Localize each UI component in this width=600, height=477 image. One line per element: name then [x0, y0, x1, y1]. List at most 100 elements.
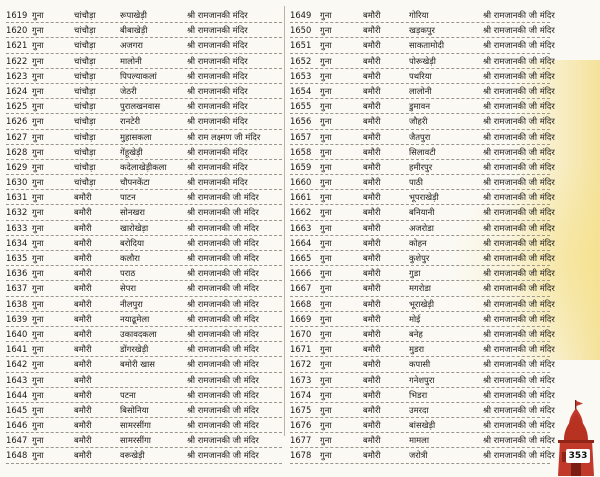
- temple-cell: श्री रामजानकी मंदिर: [187, 70, 248, 81]
- temple-cell: श्री रामजानकी जी मंदिर: [483, 131, 555, 142]
- village-cell: खड़कपुर: [409, 25, 435, 36]
- serial-number: 1667: [290, 283, 312, 294]
- block-cell: बमौरी: [363, 313, 381, 324]
- block-cell: बमौरी: [74, 344, 92, 355]
- serial-number: 1622: [6, 55, 28, 66]
- table-row: 1639 गुना बमौरी नयाढूमेला श्री रामजानकी जी म…: [6, 312, 282, 327]
- serial-number: 1623: [6, 70, 28, 81]
- block-cell: बमौरी: [363, 40, 381, 51]
- temple-cell: श्री रामजानकी मंदिर: [187, 116, 248, 127]
- table-row: 1633 गुना बमौरी खारोखेड़ा श्री रामजानकी जी म…: [6, 221, 282, 236]
- village-cell: बरोदिया: [120, 237, 145, 248]
- block-cell: चांचौड़ा: [74, 101, 96, 112]
- village-cell: नीलपुरा: [120, 298, 143, 309]
- block-cell: बमौरी: [363, 131, 381, 142]
- block-cell: बमौरी: [363, 55, 381, 66]
- temple-cell: श्री रामजानकी जी मंदिर: [187, 253, 259, 263]
- table-row: 1678 गुना बमौरी जरोत्री श्री रामजानकी जी मंद…: [290, 448, 555, 464]
- temple-cell: श्री रामजानकी जी मंदिर: [187, 404, 259, 415]
- block-cell: बमौरी: [363, 101, 381, 112]
- block-cell: बमौरी: [363, 25, 381, 36]
- block-cell: बमौरी: [363, 253, 381, 263]
- table-row: 1659 गुना बमौरी हमीरपुर श्री रामजानकी जी मंद…: [290, 160, 555, 176]
- block-cell: बमौरी: [363, 207, 381, 218]
- district-cell: गुना: [32, 131, 44, 142]
- temple-cell: श्री रामजानकी जी मंदिर: [483, 298, 555, 309]
- table-row: 1653 गुना बमौरी पथरिया श्री रामजानकी जी मंदि…: [290, 69, 555, 84]
- temple-cell: श्री रामजानकी मंदिर: [187, 40, 248, 51]
- block-cell: बमौरी: [363, 161, 381, 172]
- district-cell: गुना: [32, 25, 44, 36]
- temple-cell: श्री रामजानकी जी मंदिर: [483, 40, 555, 51]
- district-cell: गुना: [320, 192, 332, 203]
- district-cell: गुना: [32, 253, 44, 263]
- table-row: 1673 गुना बमौरी गनेशपुरा श्री रामजानकी जी मं…: [290, 373, 555, 388]
- table-row: 1661 गुना बमौरी भूपराखेड़ी श्री रामजानकी जी …: [290, 190, 555, 206]
- table-row: 1627 गुना चांचौड़ा मुहासकला श्री राम लक्ष्मण…: [6, 130, 282, 145]
- serial-number: 1644: [6, 389, 28, 400]
- table-row: 1621 गुना चांचौड़ा अजगरा श्री रामजानकी मंदिर: [6, 38, 282, 54]
- village-cell: गुडा: [409, 268, 421, 279]
- village-cell: बमोरी खास: [120, 359, 155, 370]
- district-cell: गुना: [32, 268, 44, 279]
- village-cell: जैतपुरा: [409, 131, 431, 142]
- serial-number: 1651: [290, 40, 312, 51]
- table-row: 1626 गुना चांचौड़ा रानटेरी श्री रामजानकी मंद…: [6, 114, 282, 130]
- temple-cell: श्री रामजानकी जी मंदिर: [187, 207, 259, 218]
- village-cell: मुडरा: [409, 344, 425, 355]
- block-cell: बमौरी: [363, 298, 381, 309]
- district-cell: गुना: [32, 359, 44, 370]
- serial-number: 1627: [6, 131, 28, 142]
- block-cell: बमौरी: [363, 116, 381, 127]
- table-row: 1652 गुना बमौरी पोरूखेड़ी श्री रामजानकी जी म…: [290, 54, 555, 69]
- table-row: 1645 गुना बमौरी बिसोनिया श्री रामजानकी जी मं…: [6, 403, 282, 419]
- table-row: 1630 गुना चांचौड़ा चौपनकेंटा श्री रामजानकी म…: [6, 175, 282, 191]
- serial-number: 1625: [6, 101, 28, 112]
- serial-number: 1636: [6, 268, 28, 279]
- block-cell: बमौरी: [74, 404, 92, 415]
- table-row: 1638 गुना बमौरी नीलपुरा श्री रामजानकी जी मंद…: [6, 297, 282, 312]
- village-cell: पोरूखेड़ी: [409, 55, 436, 66]
- district-cell: गुना: [32, 192, 44, 203]
- table-row: 1644 गुना बमौरी पटना श्री रामजानकी जी मंदिर: [6, 388, 282, 403]
- village-cell: जरोत्री: [409, 450, 428, 461]
- table-row: 1628 गुना चांचौड़ा गेंहूखेड़ी श्री रामजानकी …: [6, 145, 282, 160]
- village-cell: हमीरपुर: [409, 161, 433, 172]
- block-cell: बमौरी: [74, 253, 92, 263]
- serial-number: 1668: [290, 298, 312, 309]
- village-cell: कलौरा: [120, 253, 140, 263]
- block-cell: बमौरी: [74, 268, 92, 279]
- temple-cell: श्री रामजानकी जी मंदिर: [187, 313, 259, 324]
- temple-cell: श्री रामजानकी जी मंदिर: [483, 25, 555, 36]
- village-cell: पाठी: [409, 177, 423, 188]
- district-cell: गुना: [320, 313, 332, 324]
- temple-cell: श्री रामजानकी जी मंदिर: [187, 222, 259, 233]
- table-row: 1662 गुना बमौरी बनियानी श्री रामजानकी जी मंद…: [290, 205, 555, 221]
- table-row: 1655 गुना बमौरी डुमावन श्री रामजानकी जी मंदि…: [290, 99, 555, 115]
- table-row: 1658 गुना बमौरी सिलावटी श्री रामजानकी जी मंद…: [290, 145, 555, 160]
- block-cell: बमौरी: [363, 70, 381, 81]
- district-cell: गुना: [32, 161, 44, 172]
- serial-number: 1631: [6, 192, 28, 203]
- serial-number: 1643: [6, 374, 28, 385]
- table-row: 1632 गुना बमौरी सोनखरा श्री रामजानकी जी मंदि…: [6, 205, 282, 221]
- temple-cell: श्री रामजानकी जी मंदिर: [483, 328, 555, 339]
- district-cell: गुना: [320, 344, 332, 355]
- block-cell: बमौरी: [74, 283, 92, 294]
- district-cell: गुना: [320, 374, 332, 385]
- block-cell: बमौरी: [363, 177, 381, 188]
- temple-cell: श्री रामजानकी जी मंदिर: [483, 146, 555, 157]
- village-cell: सामरसींगा: [120, 435, 151, 446]
- village-cell: कोहन: [409, 237, 427, 248]
- district-cell: गुना: [32, 450, 44, 461]
- district-cell: गुना: [320, 268, 332, 279]
- district-cell: गुना: [320, 131, 332, 142]
- table-row: 1657 गुना बमौरी जैतपुरा श्री रामजानकी जी मंद…: [290, 130, 555, 145]
- temple-cell: श्री रामजानकी जी मंदिर: [483, 237, 555, 248]
- block-cell: चांचौड़ा: [74, 85, 96, 96]
- village-cell: मगरोडा: [409, 283, 431, 294]
- serial-number: 1666: [290, 268, 312, 279]
- district-cell: गुना: [320, 435, 332, 446]
- temple-cell: श्री रामजानकी जी मंदिर: [483, 207, 555, 218]
- village-cell: चौपनकेंटा: [120, 177, 150, 188]
